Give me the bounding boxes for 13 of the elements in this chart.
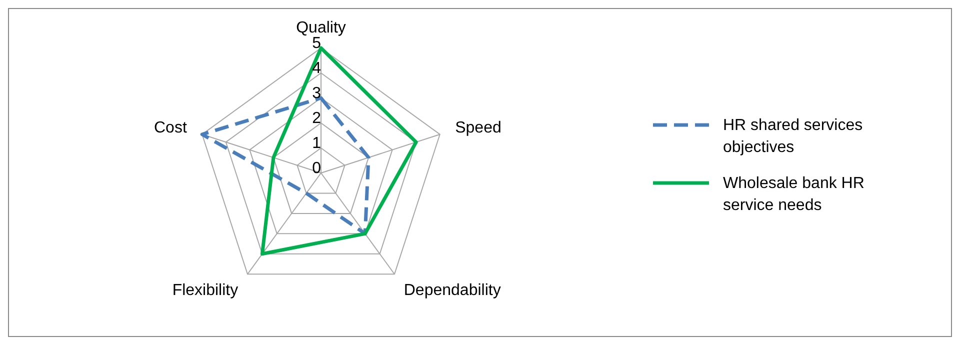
y-tick-label: 5 [312,35,322,52]
y-tick-label: 0 [312,160,322,177]
spoke-label: Speed [455,120,502,137]
spoke-label: Flexibility [172,282,238,299]
spoke-label: Dependability [404,282,501,299]
legend-label: Wholesale bank HR service needs [723,174,866,216]
y-tick-label: 3 [312,85,322,102]
y-tick-label: 2 [312,110,322,127]
y-tick-label: 4 [312,60,322,77]
y-tick-label: 1 [312,135,322,152]
legend-label: HR shared services objectives [723,116,864,158]
spoke-label: Quality [296,20,346,36]
spoke-label: Cost [154,120,188,137]
